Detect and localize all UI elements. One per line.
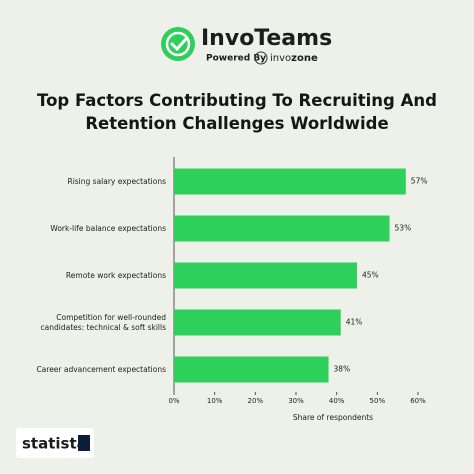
- x-tick-label: 20%: [248, 397, 264, 405]
- value-label: 45%: [362, 271, 379, 280]
- value-label: 38%: [334, 365, 351, 374]
- chart-title: Top Factors Contributing To Recruiting A…: [37, 91, 437, 133]
- bar: [174, 168, 406, 195]
- bar: [174, 262, 357, 289]
- partner-icon: [254, 51, 268, 65]
- value-label: 41%: [346, 318, 363, 327]
- bar: [174, 356, 329, 383]
- x-tick-label: 30%: [288, 397, 304, 405]
- x-tick-label: 10%: [207, 397, 223, 405]
- category-label: Career advancement expectations: [36, 364, 166, 374]
- logo-ring: [165, 31, 191, 57]
- brand-name: InvoTeams: [201, 26, 332, 51]
- source-name: statista: [22, 435, 87, 453]
- powered-by: Powered By: [206, 54, 266, 64]
- source-icon: [78, 435, 90, 451]
- x-tick-label: 0%: [168, 397, 179, 405]
- partner-light: invo: [270, 53, 291, 64]
- x-tick-label: 50%: [370, 397, 386, 405]
- category-label: Work-life balance expectations: [50, 223, 166, 233]
- value-label: 53%: [395, 224, 412, 233]
- source-badge: [16, 428, 94, 458]
- bar: [174, 215, 390, 242]
- partner-name: invozone: [270, 53, 318, 64]
- partner-bold: zone: [291, 53, 318, 64]
- x-tick-label: 40%: [329, 397, 345, 405]
- x-axis-label: Share of respondents: [293, 413, 373, 422]
- logo-check: [170, 37, 188, 52]
- x-tick-label: 60%: [410, 397, 426, 405]
- category-label: Rising salary expectations: [67, 176, 166, 186]
- category-label: Competition for well-rounded candidates:…: [40, 312, 166, 332]
- value-label: 57%: [411, 177, 428, 186]
- category-label: Remote work expectations: [65, 270, 166, 280]
- bar: [174, 309, 341, 336]
